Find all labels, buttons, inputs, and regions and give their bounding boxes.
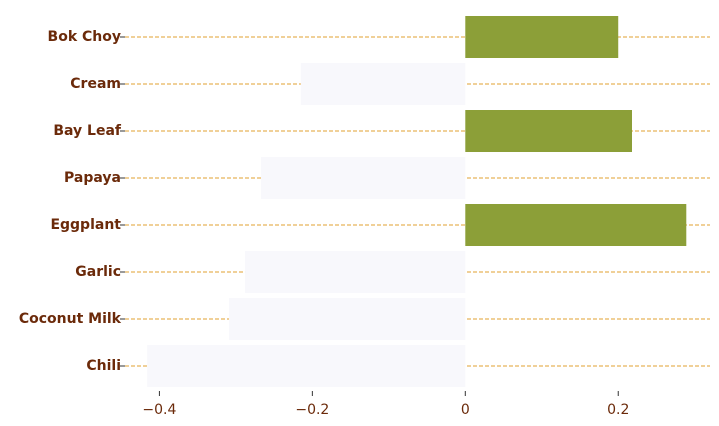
bar-coconut-milk — [229, 298, 466, 340]
y-tick-label-chili: Chili — [86, 358, 121, 374]
bar-chili — [147, 345, 466, 387]
y-tick-label-coconut-milk: Coconut Milk — [19, 311, 122, 327]
y-tick-label-eggplant: Eggplant — [50, 217, 121, 233]
y-tick-label-bay-leaf: Bay Leaf — [53, 123, 122, 139]
bar-garlic — [245, 251, 466, 293]
x-axis: −0.4 −0.2 0 0.2 — [142, 391, 629, 418]
y-tick-label-papaya: Papaya — [64, 170, 121, 186]
bar-papaya — [261, 157, 466, 199]
bar-cream — [300, 63, 466, 105]
bar-eggplant — [465, 204, 687, 246]
y-tick-label-garlic: Garlic — [75, 264, 121, 280]
y-axis: Bok Choy Cream Bay Leaf Papaya Eggplant Garli… — [19, 29, 125, 374]
bar-bok-choy — [465, 16, 619, 58]
bars — [147, 16, 687, 387]
x-tick-label: 0.2 — [607, 402, 629, 418]
y-tick-label-bok-choy: Bok Choy — [48, 29, 121, 45]
x-tick-label: −0.4 — [142, 402, 176, 418]
x-tick-label: 0 — [461, 402, 470, 418]
bar-bay-leaf — [465, 110, 632, 152]
y-tick-label-cream: Cream — [70, 76, 121, 92]
x-tick-label: −0.2 — [295, 402, 329, 418]
